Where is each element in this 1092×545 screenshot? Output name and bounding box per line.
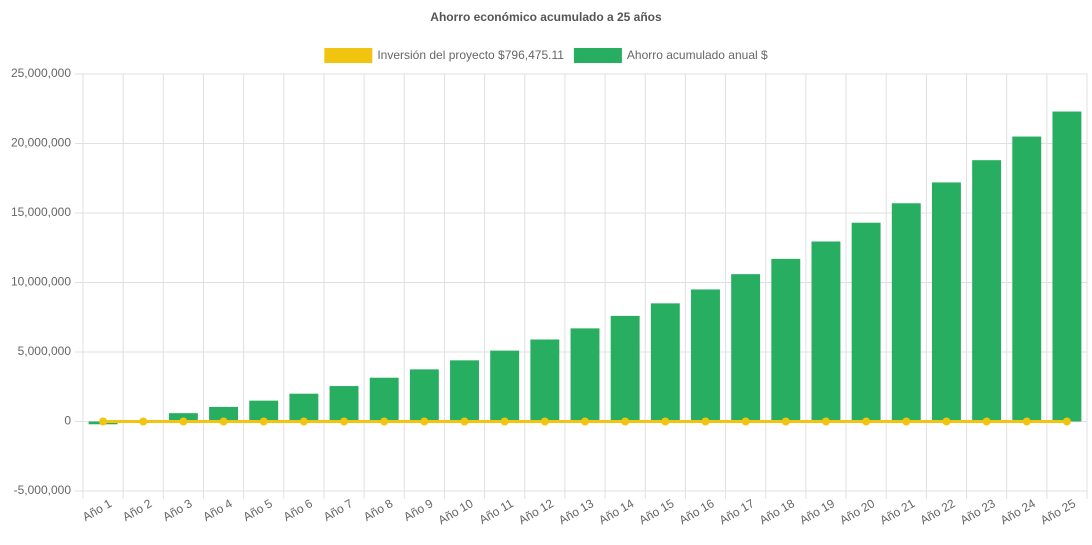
point [99,417,108,426]
x-tick-label: Año 9 [401,496,435,524]
x-tick-label: Año 18 [757,496,797,527]
y-tick-label: 20,000,000 [11,136,71,150]
point [340,417,349,426]
point [179,417,188,426]
x-tick-label: Año 17 [717,496,757,527]
bar [249,400,279,422]
y-tick-label: 0 [64,414,71,428]
x-tick-label: Año 20 [837,496,877,527]
legend: Inversión del proyecto $796,475.11 Ahorro… [324,48,768,63]
x-tick-label: Año 1 [80,496,114,524]
point [902,417,911,426]
bar [530,339,560,422]
point [420,417,429,426]
bar [570,328,600,422]
x-tick-label: Año 14 [596,496,636,527]
bar [731,274,761,422]
x-tick-label: Año 2 [120,496,154,524]
point [380,417,389,426]
point [942,417,951,426]
x-tick-label: Año 3 [160,496,194,524]
point [500,417,509,426]
y-tick-label: 5,000,000 [18,344,72,358]
point [781,417,790,426]
x-tick-label: Año 25 [1038,496,1078,527]
chart-title: Ahorro económico acumulado a 25 años [430,10,662,24]
bar [1052,111,1082,422]
x-tick-label: Año 13 [556,496,596,527]
bar [691,289,720,422]
point [139,417,148,426]
point [982,417,991,426]
bar [771,258,801,422]
point [1062,417,1071,426]
bar [1012,136,1042,422]
point [581,417,589,426]
bar [851,222,881,422]
bar [209,406,239,422]
point [621,417,630,426]
legend-swatch [324,48,373,63]
point [460,417,469,426]
legend-label: Ahorro acumulado anual $ [627,48,768,62]
x-tick-label: Año 15 [636,496,676,527]
bar [610,315,640,422]
legend-swatch [573,48,622,63]
x-tick-label: Año 7 [321,496,355,524]
point [219,417,228,426]
x-tick-label: Año 12 [516,496,556,527]
x-tick-label: Año 23 [958,496,998,527]
x-tick-label: Año 19 [797,496,837,527]
point [821,417,830,426]
point [741,417,750,426]
point [259,417,268,426]
bar [168,413,198,422]
point [862,417,871,426]
x-tick-label: Año 22 [918,496,958,527]
x-tick-label: Año 4 [200,496,234,524]
point [661,417,670,426]
point [1022,417,1031,426]
bar [891,203,921,422]
bar [369,377,399,422]
bar [329,386,359,422]
bar [409,369,439,422]
y-tick-label: -5,000,000 [14,483,72,497]
bar [289,393,319,422]
x-tick-label: Año 16 [677,496,717,527]
bar [650,303,680,422]
point [540,417,549,426]
y-tick-label: 25,000,000 [11,66,71,80]
bar [972,160,1002,422]
x-tick-label: Año 24 [998,496,1038,527]
y-tick-label: 15,000,000 [11,205,71,219]
bar [931,182,961,422]
point [701,417,710,426]
x-tick-label: Año 11 [477,496,516,527]
bar [450,360,479,422]
legend-label: Inversión del proyecto $796,475.11 [377,48,564,62]
point [299,417,308,426]
x-tick-label: Año 6 [281,496,315,524]
y-tick-label: 10,000,000 [11,275,71,289]
x-tick-label: Año 10 [436,496,476,527]
bar [490,350,520,422]
x-tick-label: Año 8 [361,496,395,524]
x-tick-label: Año 21 [877,496,917,527]
bar [811,241,841,422]
x-tick-label: Año 5 [241,496,275,524]
